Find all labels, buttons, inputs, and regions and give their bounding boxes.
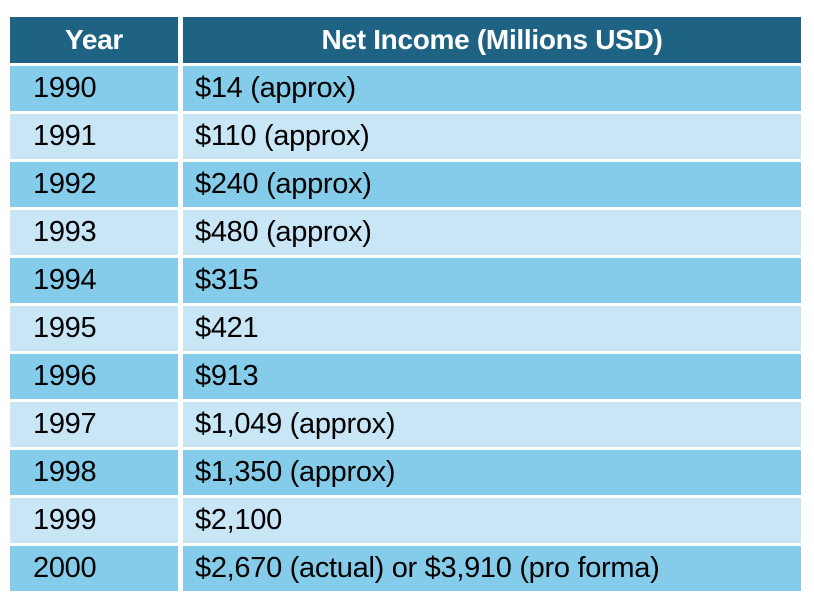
year-cell: 2000 (10, 546, 178, 591)
net-income-cell: $240 (approx) (183, 162, 801, 207)
net-income-cell: $1,049 (approx) (183, 402, 801, 447)
year-cell: 1994 (10, 258, 178, 303)
net-income-cell: $1,350 (approx) (183, 450, 801, 495)
net-income-cell: $110 (approx) (183, 114, 801, 159)
net-income-cell: $2,670 (actual) or $3,910 (pro forma) (183, 546, 801, 591)
net-income-cell: $913 (183, 354, 801, 399)
year-cell: 1992 (10, 162, 178, 207)
year-cell: 1998 (10, 450, 178, 495)
net-income-cell: $421 (183, 306, 801, 351)
year-cell: 1996 (10, 354, 178, 399)
year-cell: 1993 (10, 210, 178, 255)
net-income-cell: $315 (183, 258, 801, 303)
net-income-table: Year Net Income (Millions USD) 1990 $14 … (10, 17, 801, 591)
net-income-cell: $2,100 (183, 498, 801, 543)
year-cell: 1997 (10, 402, 178, 447)
net-income-cell: $14 (approx) (183, 66, 801, 111)
year-cell: 1991 (10, 114, 178, 159)
year-cell: 1990 (10, 66, 178, 111)
net-income-cell: $480 (approx) (183, 210, 801, 255)
column-header-net-income: Net Income (Millions USD) (183, 17, 801, 63)
year-cell: 1999 (10, 498, 178, 543)
year-cell: 1995 (10, 306, 178, 351)
column-header-year: Year (10, 17, 178, 63)
